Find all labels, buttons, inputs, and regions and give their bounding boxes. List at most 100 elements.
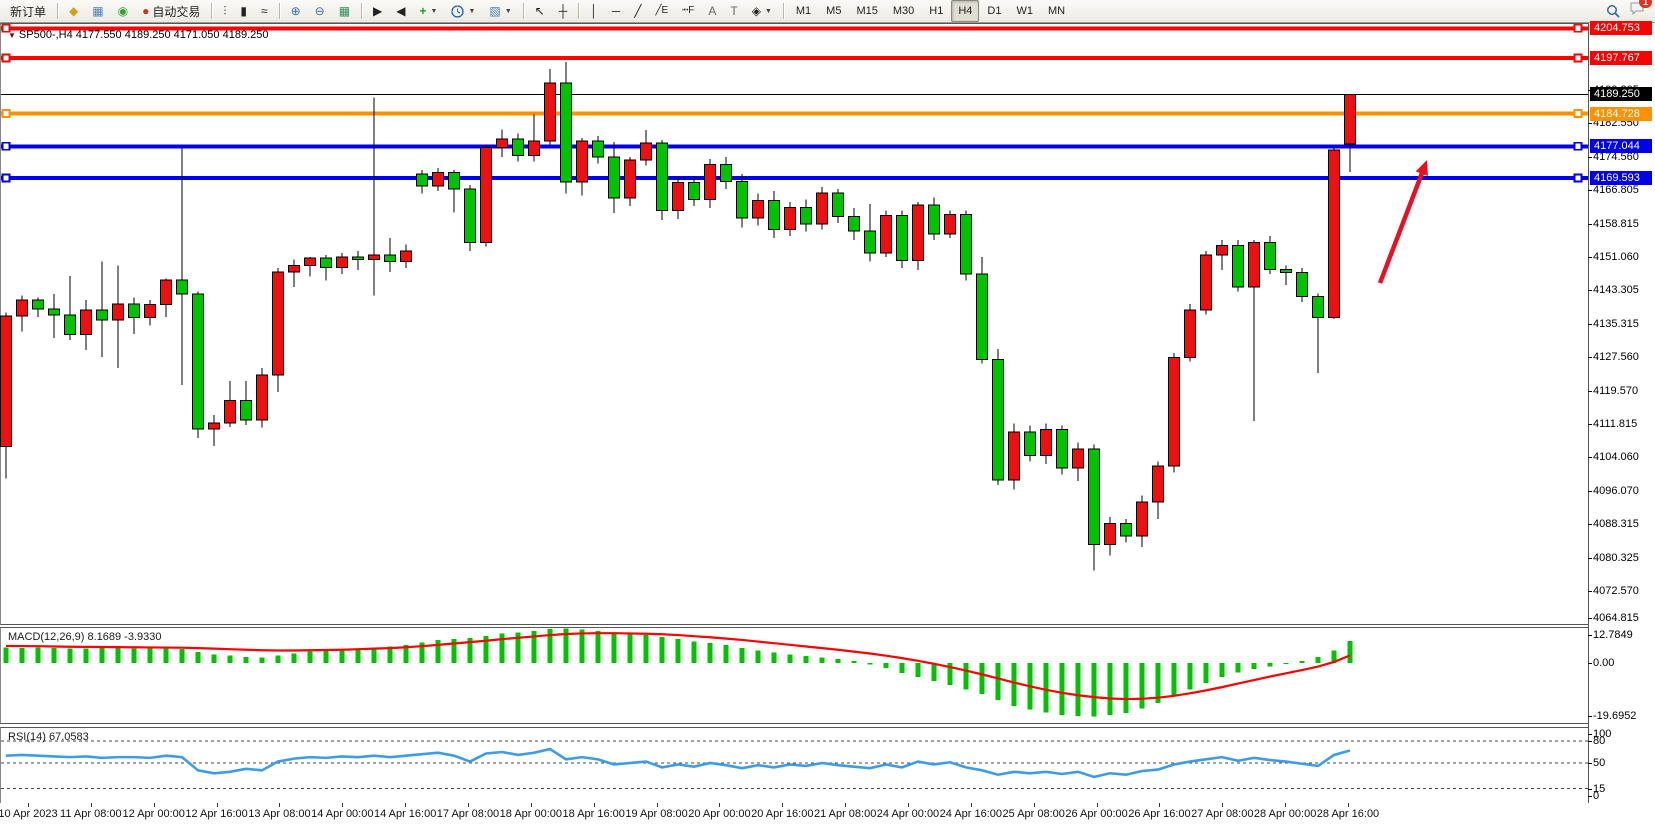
line-price-label-4169.593: 4169.593 — [1590, 171, 1652, 185]
rsi-label: RSI(14) 67.0583 — [8, 731, 89, 743]
time-label: 10 Apr 2023 — [0, 808, 58, 820]
time-tick-mark — [1347, 803, 1349, 807]
chart-shift-button[interactable]: ◀ — [390, 0, 411, 22]
time-tick-mark — [28, 803, 29, 807]
time-label: 28 Apr 00:00 — [1253, 808, 1317, 820]
time-tick-mark — [405, 803, 407, 807]
price-tick-4088.315: 4088.315 — [1593, 518, 1639, 531]
axis-tick-mark — [1588, 789, 1592, 790]
time-tick-mark — [279, 803, 281, 807]
axis-tick-mark — [1588, 324, 1592, 325]
time-label: 26 Apr 16:00 — [1128, 808, 1191, 820]
macd-indicator-panel[interactable]: MACD(12,26,9) 8.1689 -3.9330 — [0, 627, 1589, 724]
price-tick-4158.815: 4158.815 — [1593, 217, 1639, 230]
axis-tick-mark — [1588, 618, 1592, 619]
timeframe-button-w1[interactable]: W1 — [1016, 5, 1033, 17]
timeframe-button-m5[interactable]: M5 — [826, 5, 842, 17]
template-button[interactable]: ▧ ▼ — [483, 0, 517, 22]
time-tick-mark — [467, 803, 469, 807]
time-tick-mark — [342, 803, 344, 807]
axis-tick-mark — [1588, 122, 1592, 124]
toolbar-separator — [211, 3, 213, 19]
bar-chart-button[interactable]: ⫶ — [217, 0, 232, 22]
time-tick-mark — [216, 803, 218, 807]
timeframe-button-h1[interactable]: H1 — [929, 5, 944, 17]
navigator-button[interactable]: ◉ — [112, 0, 134, 22]
main-toolbar: 新订单 ◆ ▦ ◉ ● 自动交易 ⫶ ▮ ≈ ⊕ ⊖ ▦ ▶ ◀ + ▼ ▼ ▧ ▼… — [0, 0, 1655, 23]
time-tick-mark — [719, 803, 721, 807]
shapes-tool-button[interactable]: ◈ ▼ — [746, 0, 778, 22]
text-icon: A — [708, 4, 717, 18]
candlestick-icon: ▮ — [240, 4, 247, 18]
current-price-label: 4189.250 — [1590, 87, 1652, 102]
fibonacci-tool-button[interactable]: ┉F — [676, 0, 700, 22]
line-price-label-4177.044: 4177.044 — [1590, 139, 1652, 154]
symbol-triangle-icon: ▼ — [8, 31, 16, 40]
text-label-tool-button[interactable]: T — [724, 0, 743, 22]
time-label: 21 Apr 08:00 — [813, 808, 877, 820]
hline-tool-button[interactable]: ─ — [606, 0, 627, 22]
line-chart-button[interactable]: ≈ — [255, 0, 274, 22]
axis-tick-mark — [1588, 716, 1592, 717]
axis-tick-mark — [1588, 635, 1592, 636]
time-tick-mark — [656, 803, 658, 807]
cursor-tool-button[interactable]: ↖ — [529, 0, 551, 22]
vertical-line-icon: │ — [590, 4, 598, 18]
trendline-tool-button[interactable]: ╱ — [628, 0, 647, 22]
axis-tick-mark — [1588, 524, 1592, 526]
timeframe-button-m1[interactable]: M1 — [795, 5, 812, 17]
price-chart-panel[interactable]: ▼ SP500-,H4 4177.550 4189.250 4171.050 41… — [0, 23, 1589, 625]
time-label: 20 Apr 16:00 — [751, 808, 814, 820]
macd-axis-12.7849: 12.7849 — [1593, 629, 1633, 641]
rsi-indicator-panel[interactable]: RSI(14) 67.0583 — [0, 727, 1589, 805]
axis-tick-mark — [1588, 663, 1592, 664]
dropdown-arrow-icon: ▼ — [468, 7, 476, 15]
macd-axis--19.6952: -19.6952 — [1593, 710, 1637, 722]
auto-trading-button[interactable]: ● 自动交易 — [142, 4, 201, 19]
new-order-button[interactable]: 新订单 — [10, 4, 47, 19]
timeframe-button-d1[interactable]: D1 — [987, 5, 1002, 17]
rsi-axis-80: 80 — [1593, 735, 1606, 747]
time-label: 17 Apr 08:00 — [436, 808, 500, 820]
candlestick-button[interactable]: ▮ — [234, 0, 253, 22]
market-watch-button[interactable]: ▦ — [86, 0, 109, 22]
time-tick-mark — [90, 803, 92, 807]
profile-icon: ◆ — [69, 4, 79, 18]
toolbar-separator — [361, 3, 363, 19]
timeframe-button-mn[interactable]: MN — [1047, 5, 1066, 17]
price-tick-4096.070: 4096.070 — [1593, 485, 1639, 498]
zoom-in-button[interactable]: ⊕ — [285, 0, 307, 22]
time-label: 18 Apr 16:00 — [562, 808, 625, 820]
add-indicator-button[interactable]: + ▼ — [414, 0, 444, 22]
time-tick-mark — [1159, 803, 1161, 807]
axis-tick-mark — [1588, 734, 1592, 735]
text-tool-button[interactable]: A — [702, 0, 722, 22]
fibonacci-icon: ┉F — [682, 5, 695, 16]
tile-windows-icon: ▦ — [338, 4, 351, 18]
timeframe-button-m15[interactable]: M15 — [856, 5, 878, 17]
notification-badge: 1 — [1638, 0, 1652, 8]
time-label: 20 Apr 00:00 — [688, 808, 751, 820]
channel-tool-button[interactable]: ╱E — [650, 0, 675, 22]
search-icon[interactable] — [1606, 4, 1621, 19]
notifications-button[interactable]: 1 — [1629, 0, 1652, 21]
axis-tick-mark — [1588, 256, 1592, 258]
profiles-button[interactable]: ◆ — [63, 0, 84, 22]
auto-scroll-button[interactable]: ▶ — [367, 0, 388, 22]
crosshair-tool-button[interactable]: ┼ — [553, 0, 574, 22]
zoom-out-button[interactable]: ⊖ — [309, 0, 331, 22]
axis-tick-mark — [1588, 391, 1592, 393]
time-tick-mark — [782, 803, 784, 807]
toolbar-separator — [278, 3, 280, 19]
period-button[interactable]: ▼ — [445, 0, 481, 22]
tile-windows-button[interactable]: ▦ — [333, 0, 356, 22]
toolbar-separator — [782, 3, 784, 19]
vline-tool-button[interactable]: │ — [584, 0, 604, 22]
axis-tick-mark — [1588, 289, 1592, 291]
timeframe-button-h4[interactable]: H4 — [951, 0, 980, 22]
timeframe-button-m30[interactable]: M30 — [892, 5, 915, 17]
time-label: 26 Apr 00:00 — [1065, 808, 1128, 820]
price-tick-4135.315: 4135.315 — [1593, 318, 1639, 330]
axis-tick-mark — [1588, 491, 1592, 493]
